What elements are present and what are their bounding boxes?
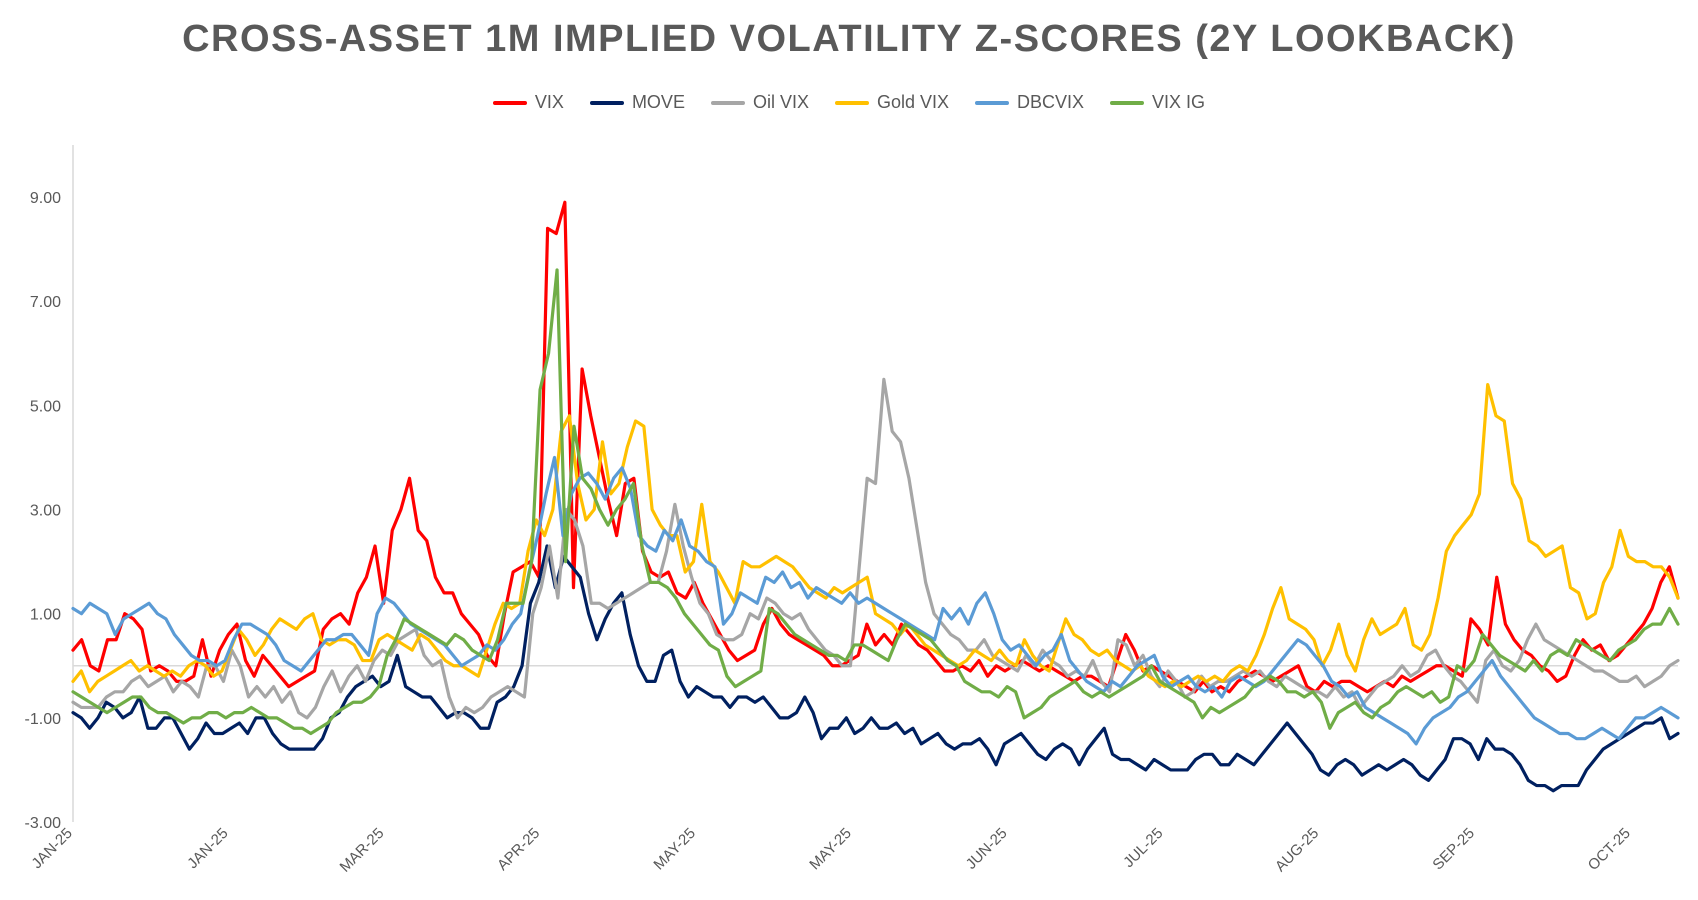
legend-item: DBCVIX bbox=[975, 92, 1084, 113]
legend-item: MOVE bbox=[589, 92, 685, 113]
series-line-dbcvix bbox=[71, 455, 1680, 746]
x-tick-label: OCT-25 bbox=[1585, 825, 1634, 874]
series-line-oil-vix bbox=[71, 377, 1680, 720]
series-line-vix bbox=[71, 200, 1680, 694]
x-tick-label: MAY-25 bbox=[650, 825, 699, 874]
chart-title: CROSS-ASSET 1M IMPLIED VOLATILITY Z-SCOR… bbox=[182, 18, 1516, 60]
series-line-gold-vix bbox=[71, 382, 1680, 694]
x-tick-label: MAY-25 bbox=[806, 825, 855, 874]
legend-label: MOVE bbox=[631, 92, 685, 112]
legend-swatch bbox=[492, 100, 527, 105]
y-tick-label: 1.00 bbox=[30, 607, 61, 624]
legend-swatch bbox=[975, 100, 1010, 105]
legend-label: VIX IG bbox=[1152, 92, 1206, 112]
x-tick-label: JAN-25 bbox=[184, 825, 231, 872]
x-tick-label: AUG-25 bbox=[1272, 825, 1322, 875]
legend-label: Gold VIX bbox=[876, 92, 950, 112]
x-tick-label: JUL-25 bbox=[1120, 825, 1166, 871]
y-tick-label: -3.00 bbox=[25, 815, 62, 832]
y-tick-label: 9.00 bbox=[30, 190, 61, 207]
legend-swatch bbox=[1110, 100, 1145, 105]
legend-item: VIX bbox=[492, 92, 564, 113]
x-tick-label: APR-25 bbox=[494, 825, 543, 874]
legend-label: DBCVIX bbox=[1017, 92, 1085, 112]
x-tick-label: MAR-25 bbox=[337, 825, 388, 876]
chart-legend: VIX MOVE Oil VIX Gold VIX DBCVIX VIX IG bbox=[0, 92, 1698, 113]
x-tick-label: JUN-25 bbox=[963, 825, 1011, 873]
legend-swatch bbox=[834, 100, 869, 105]
legend-item: Gold VIX bbox=[834, 92, 950, 113]
legend-item: VIX IG bbox=[1110, 92, 1205, 113]
legend-item: Oil VIX bbox=[710, 92, 809, 113]
series-line-vix-ig bbox=[71, 268, 1680, 736]
y-tick-label: -1.00 bbox=[25, 711, 62, 728]
y-tick-label: 5.00 bbox=[30, 398, 61, 415]
legend-swatch bbox=[589, 100, 624, 105]
legend-label: Oil VIX bbox=[752, 92, 809, 112]
x-tick-label: SEP-25 bbox=[1429, 825, 1478, 874]
legend-swatch bbox=[710, 100, 745, 105]
y-tick-label: 3.00 bbox=[30, 503, 61, 520]
legend-label: VIX bbox=[534, 92, 564, 112]
y-tick-label: 7.00 bbox=[30, 294, 61, 311]
